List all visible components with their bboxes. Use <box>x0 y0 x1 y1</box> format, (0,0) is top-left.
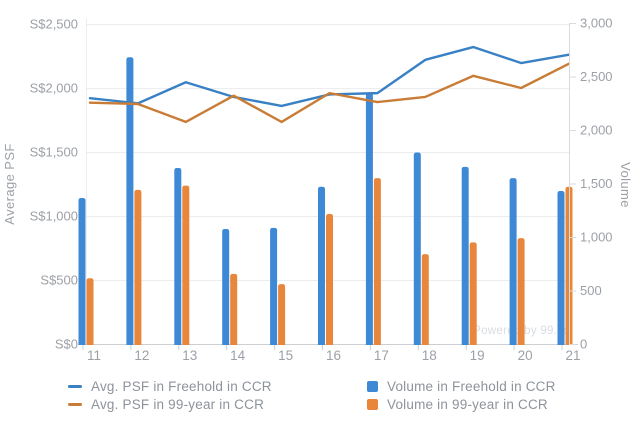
bar-volume-freehold-11[interactable] <box>78 197 86 345</box>
x-axis-label: 17 <box>374 348 389 363</box>
bar-volume-freehold-12[interactable] <box>126 57 134 346</box>
legend-item-volume-99year[interactable]: Volume in 99-year in CCR <box>367 395 556 413</box>
x-axis-label: 18 <box>422 348 437 363</box>
bar-volume-freehold-13[interactable] <box>174 167 182 345</box>
right-axis-tick-label: 0 <box>580 337 587 352</box>
bar-volume-freehold-16[interactable] <box>318 186 325 345</box>
bar-volume-99year-15[interactable] <box>278 284 286 345</box>
legend-column-volume: Volume in Freehold in CCR Volume in 99-y… <box>367 377 556 413</box>
bar-volume-freehold-18[interactable] <box>413 152 421 345</box>
bar-volume-freehold-17[interactable] <box>365 93 373 346</box>
left-axis-tick-label: S$500 <box>40 273 78 288</box>
right-axis-tick-label: 3,000 <box>580 16 613 31</box>
legend: Avg. PSF in Freehold in CCR Avg. PSF in … <box>0 377 640 421</box>
bar-volume-99year-13[interactable] <box>182 185 190 345</box>
right-axis-tick-label: 2,500 <box>580 69 613 84</box>
bar-marker-99year-icon <box>367 398 378 410</box>
line-marker-99year-icon <box>68 402 82 406</box>
bar-volume-99year-12[interactable] <box>134 189 142 345</box>
x-axis-label: 11 <box>87 348 101 363</box>
bar-volume-99year-16[interactable] <box>326 213 333 345</box>
bar-volume-99year-17[interactable] <box>373 178 381 345</box>
left-axis-tick-label: S$2,000 <box>30 81 78 96</box>
right-axis-title: Volume <box>618 162 633 208</box>
x-axis-label: 19 <box>470 348 485 363</box>
x-axis-label: 16 <box>326 348 341 363</box>
right-axis-tick-label: 2,000 <box>580 123 613 138</box>
legend-column-psf: Avg. PSF in Freehold in CCR Avg. PSF in … <box>68 377 272 413</box>
x-axis-label: 14 <box>230 348 246 363</box>
x-axis-label: 20 <box>518 348 533 363</box>
left-axis-tick-label: S$1,000 <box>30 209 78 224</box>
x-axis-label: 21 <box>565 348 580 363</box>
bar-volume-freehold-21[interactable] <box>557 190 565 345</box>
bar-volume-freehold-20[interactable] <box>509 178 517 345</box>
right-axis-tick-label: 1,500 <box>580 176 613 191</box>
left-axis-title: Average PSF <box>2 143 17 224</box>
bar-marker-freehold-icon <box>367 380 378 392</box>
combo-chart: S$0S$500S$1,000S$1,500S$2,000S$2,500Powe… <box>2 16 633 364</box>
x-axis-label: 15 <box>278 348 293 363</box>
left-axis-tick-label: S$1,500 <box>30 145 78 160</box>
line-marker-freehold-icon <box>68 384 82 388</box>
legend-label-volume-99year: Volume in 99-year in CCR <box>387 396 548 412</box>
bar-volume-freehold-19[interactable] <box>461 166 469 345</box>
x-axis-label: 13 <box>182 348 197 363</box>
legend-item-volume-freehold[interactable]: Volume in Freehold in CCR <box>367 377 556 395</box>
line-psf-freehold[interactable] <box>88 45 571 108</box>
legend-label-psf-freehold: Avg. PSF in Freehold in CCR <box>91 378 272 394</box>
bar-volume-99year-14[interactable] <box>230 273 238 345</box>
right-axis-tick-label: 500 <box>580 283 602 298</box>
legend-label-psf-99year: Avg. PSF in 99-year in CCR <box>91 396 265 412</box>
bar-volume-99year-11[interactable] <box>86 278 94 345</box>
left-axis-tick-label: S$0 <box>55 337 78 352</box>
line-psf-99year[interactable] <box>88 62 571 124</box>
x-axis-label: 12 <box>134 348 149 363</box>
left-axis-tick-label: S$2,500 <box>30 17 78 32</box>
bar-volume-99year-20[interactable] <box>517 238 525 345</box>
legend-item-psf-99year[interactable]: Avg. PSF in 99-year in CCR <box>68 395 272 413</box>
bar-volume-99year-19[interactable] <box>469 242 477 345</box>
bar-volume-freehold-14[interactable] <box>222 228 230 345</box>
right-axis-tick-label: 1,000 <box>580 230 613 245</box>
bar-volume-99year-18[interactable] <box>421 254 429 345</box>
bar-volume-freehold-15[interactable] <box>270 227 278 345</box>
legend-label-volume-freehold: Volume in Freehold in CCR <box>387 378 556 394</box>
legend-item-psf-freehold[interactable]: Avg. PSF in Freehold in CCR <box>68 377 272 395</box>
